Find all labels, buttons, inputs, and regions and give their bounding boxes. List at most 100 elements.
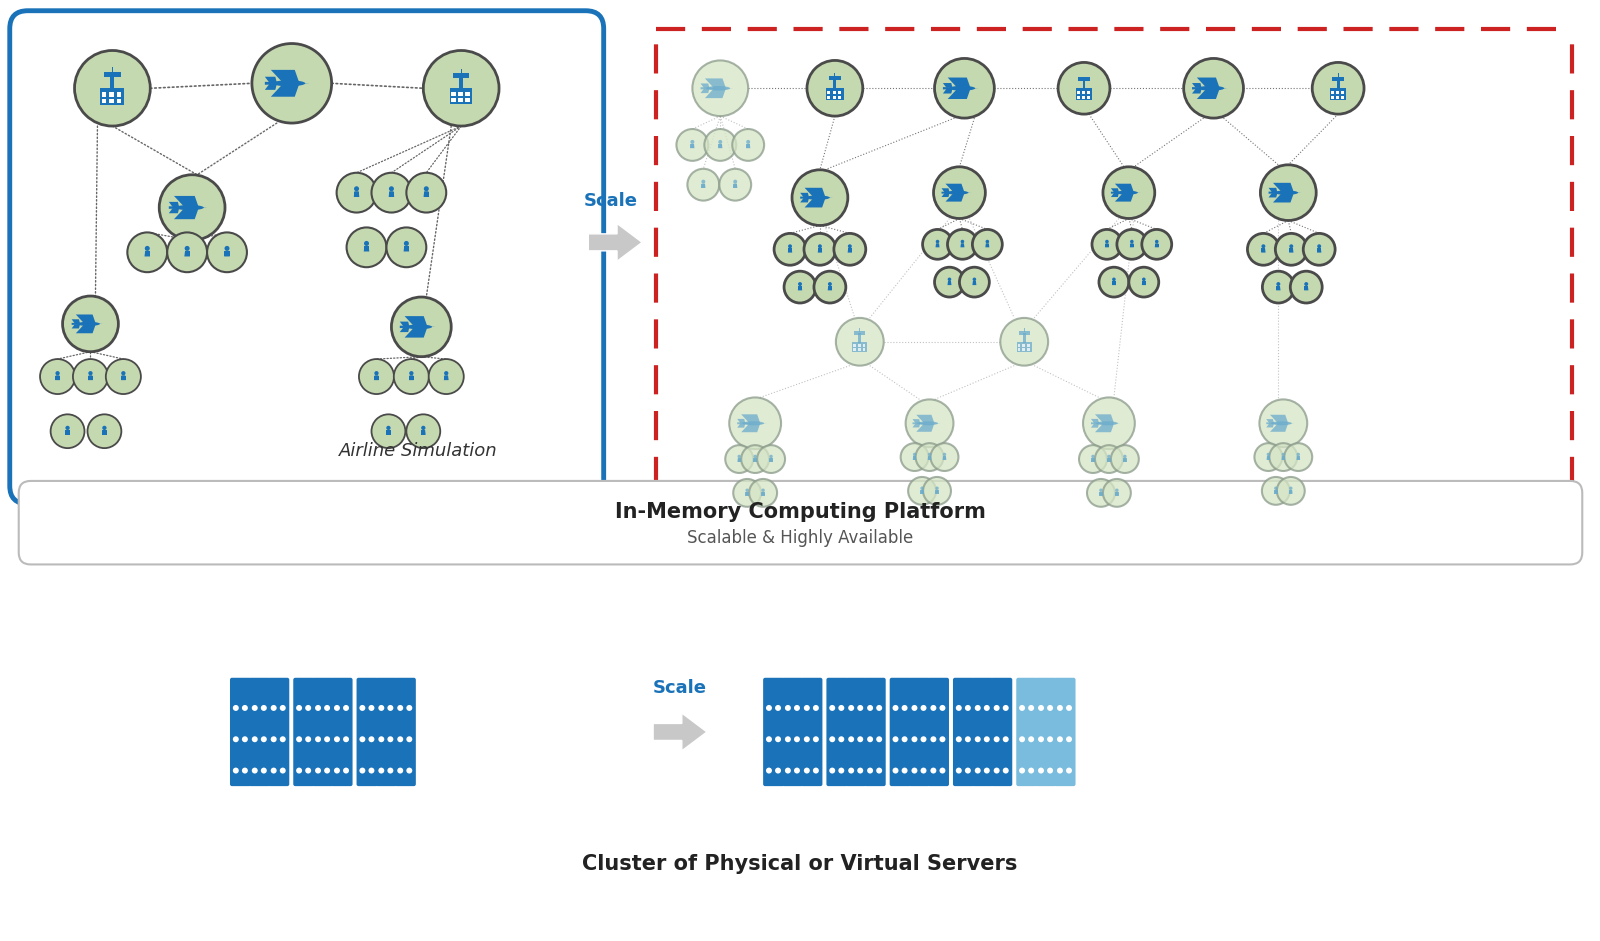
Polygon shape (920, 490, 923, 494)
Circle shape (960, 240, 965, 244)
Polygon shape (973, 281, 976, 285)
Circle shape (794, 768, 800, 774)
Polygon shape (800, 193, 810, 198)
Circle shape (730, 397, 781, 449)
Circle shape (280, 768, 286, 774)
Circle shape (224, 246, 229, 251)
Circle shape (1046, 736, 1053, 742)
Polygon shape (1304, 286, 1309, 291)
Circle shape (1248, 233, 1280, 265)
FancyBboxPatch shape (1054, 678, 1075, 786)
Polygon shape (421, 430, 426, 435)
Circle shape (1003, 736, 1008, 742)
Circle shape (960, 267, 989, 297)
Circle shape (424, 51, 499, 126)
Circle shape (1262, 271, 1294, 303)
Bar (1082, 96, 1085, 99)
Circle shape (40, 359, 75, 394)
Circle shape (786, 736, 790, 742)
Polygon shape (917, 423, 934, 432)
Circle shape (803, 705, 810, 710)
Circle shape (342, 768, 349, 774)
Polygon shape (1269, 192, 1301, 194)
Circle shape (392, 297, 451, 357)
Polygon shape (1266, 423, 1274, 427)
Polygon shape (690, 144, 694, 149)
FancyBboxPatch shape (1035, 678, 1056, 786)
Circle shape (930, 736, 936, 742)
Polygon shape (1290, 490, 1293, 493)
Circle shape (774, 736, 781, 742)
Polygon shape (986, 244, 989, 247)
Circle shape (814, 271, 846, 303)
Circle shape (915, 443, 944, 471)
Polygon shape (946, 193, 965, 201)
Circle shape (168, 232, 206, 272)
Bar (826, 88, 843, 101)
Circle shape (901, 768, 907, 774)
Polygon shape (738, 458, 741, 462)
Circle shape (931, 443, 958, 471)
Circle shape (406, 173, 446, 213)
Polygon shape (102, 430, 107, 435)
Circle shape (1155, 240, 1158, 244)
Circle shape (406, 736, 413, 742)
Polygon shape (224, 251, 230, 257)
Polygon shape (410, 375, 414, 380)
Ellipse shape (706, 86, 730, 90)
Circle shape (770, 455, 773, 458)
Circle shape (386, 425, 390, 430)
Circle shape (403, 241, 410, 246)
Circle shape (1066, 736, 1072, 742)
Circle shape (184, 246, 190, 251)
Polygon shape (746, 144, 750, 149)
Circle shape (774, 768, 781, 774)
FancyBboxPatch shape (990, 678, 1013, 786)
Circle shape (334, 705, 339, 710)
Polygon shape (1142, 281, 1146, 285)
Polygon shape (947, 281, 952, 285)
Circle shape (397, 705, 403, 710)
Polygon shape (1270, 415, 1288, 423)
Circle shape (387, 705, 394, 710)
FancyBboxPatch shape (250, 678, 270, 786)
Circle shape (1083, 397, 1134, 449)
Circle shape (1267, 453, 1270, 456)
Circle shape (792, 169, 848, 226)
Polygon shape (88, 375, 93, 380)
Circle shape (806, 60, 862, 116)
Circle shape (296, 768, 302, 774)
FancyBboxPatch shape (376, 678, 397, 786)
Ellipse shape (406, 325, 432, 329)
Circle shape (746, 140, 750, 144)
Circle shape (1038, 705, 1043, 710)
Circle shape (774, 705, 781, 710)
Circle shape (933, 167, 986, 218)
Circle shape (934, 267, 965, 297)
Circle shape (834, 233, 866, 265)
Circle shape (677, 129, 709, 161)
Polygon shape (1266, 423, 1294, 424)
Circle shape (410, 371, 413, 375)
Circle shape (387, 228, 426, 267)
Polygon shape (1110, 192, 1141, 194)
Circle shape (762, 488, 765, 492)
Circle shape (421, 425, 426, 430)
FancyArrow shape (653, 713, 707, 751)
Polygon shape (1197, 88, 1219, 99)
Bar (1336, 96, 1339, 99)
Circle shape (56, 371, 59, 375)
Circle shape (794, 736, 800, 742)
Polygon shape (960, 244, 965, 247)
Polygon shape (1290, 248, 1293, 252)
Circle shape (930, 705, 936, 710)
Polygon shape (914, 456, 917, 460)
Polygon shape (960, 244, 965, 247)
Polygon shape (928, 456, 931, 460)
Circle shape (360, 705, 365, 710)
Polygon shape (1192, 88, 1227, 89)
FancyBboxPatch shape (357, 678, 378, 786)
Circle shape (829, 768, 835, 774)
Bar (109, 99, 114, 104)
Bar (862, 344, 866, 347)
